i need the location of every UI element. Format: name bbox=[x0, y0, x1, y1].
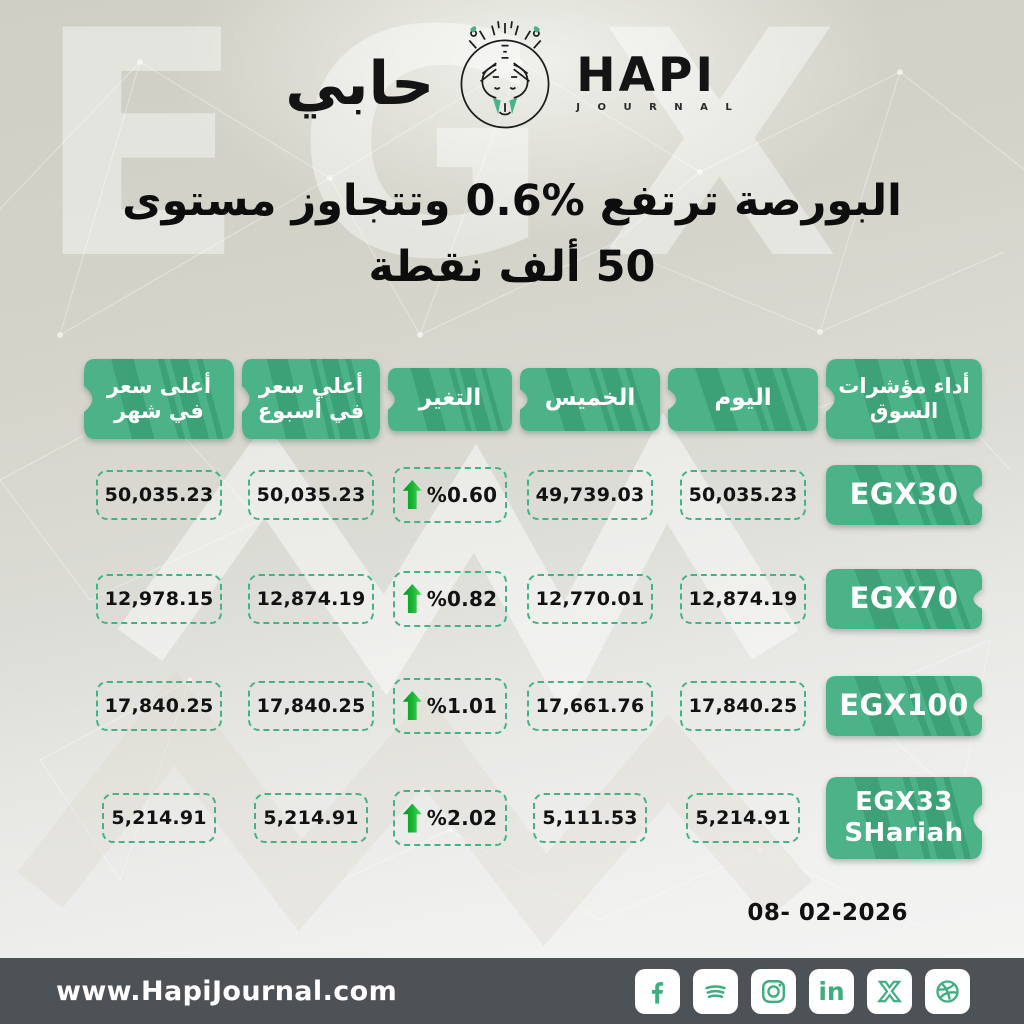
cell-egx33-change: %2.02 bbox=[393, 790, 507, 846]
logo-arabic-text: حابي bbox=[285, 49, 435, 119]
cell-egx33-today: 5,214.91 bbox=[686, 793, 800, 843]
column-header-month-high: أعلى سعر في شهر bbox=[84, 359, 234, 439]
headline-line1: البورصة ترتفع %0.6 وتتجاوز مستوى bbox=[122, 176, 902, 226]
column-header-change: التغير bbox=[388, 367, 512, 431]
cell-egx30-today: 50,035.23 bbox=[679, 469, 807, 520]
index-label-egx70: EGX70 bbox=[826, 568, 982, 629]
linkedin-icon[interactable]: in bbox=[809, 968, 854, 1014]
spotify-icon[interactable] bbox=[693, 968, 738, 1014]
website-url[interactable]: www.HapiJournal.com bbox=[56, 975, 398, 1007]
x-twitter-icon[interactable] bbox=[867, 968, 912, 1014]
index-label-egx30: EGX30 bbox=[826, 464, 982, 525]
instagram-icon[interactable] bbox=[751, 968, 796, 1014]
cell-egx100-month-high: 17,840.25 bbox=[95, 680, 223, 731]
change-value: %1.01 bbox=[426, 693, 498, 718]
change-value: %0.82 bbox=[426, 586, 498, 611]
logo-emblem bbox=[460, 21, 550, 129]
logo-name: HAPI bbox=[576, 47, 716, 103]
indices-table: أداء مؤشرات السوق اليوم الخميس التغ bbox=[84, 354, 982, 877]
logo: حابي HAPI J O U R N A L bbox=[0, 18, 1024, 136]
footer-bar: www.HapiJournal.com in bbox=[0, 958, 1024, 1024]
cell-egx100-change: %1.01 bbox=[393, 677, 507, 734]
cell-egx33-week-high: 5,214.91 bbox=[254, 793, 368, 843]
cell-egx70-today: 12,874.19 bbox=[679, 573, 807, 624]
up-arrow-icon bbox=[402, 803, 422, 833]
cell-egx30-week-high: 50,035.23 bbox=[247, 469, 375, 520]
cell-egx100-today: 17,840.25 bbox=[679, 680, 807, 731]
cell-egx70-week-high: 12,874.19 bbox=[247, 573, 375, 624]
change-value: %0.60 bbox=[426, 482, 498, 507]
cell-egx70-month-high: 12,978.15 bbox=[95, 573, 223, 624]
publication-date: 08- 02-2026 bbox=[747, 900, 908, 926]
cell-egx33-thursday: 5,111.53 bbox=[533, 793, 647, 843]
cell-egx100-thursday: 17,661.76 bbox=[526, 680, 654, 731]
facebook-icon[interactable] bbox=[635, 968, 680, 1014]
up-arrow-icon bbox=[402, 691, 422, 720]
index-label-egx33-shariah: EGX33 SHariah bbox=[826, 777, 982, 859]
headline-line2: 50 ألف نقطة bbox=[368, 242, 656, 292]
logo-english: HAPI J O U R N A L bbox=[576, 52, 738, 113]
change-value: %2.02 bbox=[426, 806, 498, 830]
social-icons: in bbox=[635, 968, 970, 1014]
headline: البورصة ترتفع %0.6 وتتجاوز مستوى 50 ألف … bbox=[0, 176, 1024, 292]
column-header-thursday: الخميس bbox=[520, 367, 660, 431]
index-label-egx100: EGX100 bbox=[826, 675, 982, 736]
up-arrow-icon bbox=[402, 480, 422, 509]
egx-watermark: EGX bbox=[34, 0, 888, 328]
cell-egx30-thursday: 49,739.03 bbox=[526, 469, 654, 520]
cell-egx70-thursday: 12,770.01 bbox=[526, 573, 654, 624]
logo-subtitle: J O U R N A L bbox=[576, 101, 739, 113]
cell-egx100-week-high: 17,840.25 bbox=[247, 680, 375, 731]
cell-egx30-change: %0.60 bbox=[393, 466, 507, 523]
column-header-week-high: أعلي سعر في أسبوع bbox=[242, 359, 380, 439]
cell-egx70-change: %0.82 bbox=[393, 570, 507, 627]
column-header-today: اليوم bbox=[668, 367, 818, 431]
cell-egx30-month-high: 50,035.23 bbox=[95, 469, 223, 520]
up-arrow-icon bbox=[402, 584, 422, 613]
cell-egx33-month-high: 5,214.91 bbox=[102, 793, 216, 843]
dribbble-icon[interactable] bbox=[925, 968, 970, 1014]
column-header-index: أداء مؤشرات السوق bbox=[826, 359, 982, 439]
